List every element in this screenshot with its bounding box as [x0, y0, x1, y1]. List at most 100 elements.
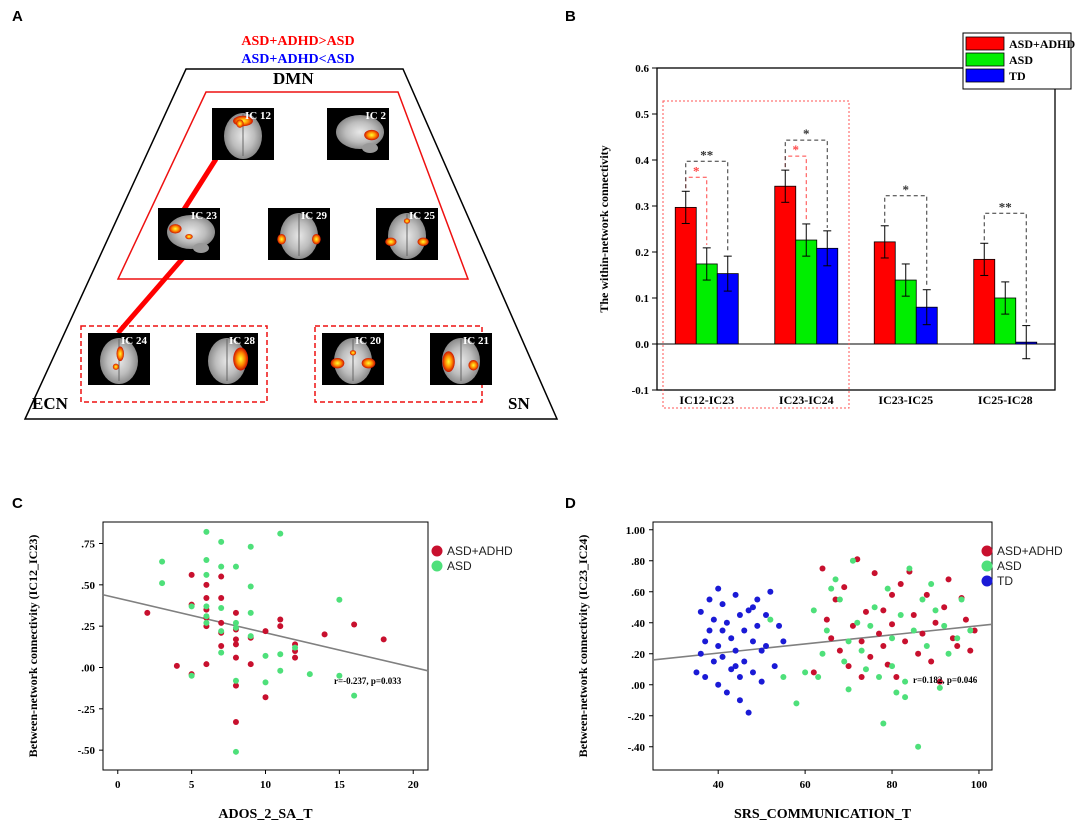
- point-asd-adhd: [941, 604, 948, 611]
- point-asd-adhd: [954, 643, 961, 649]
- y-tick-label: .25: [81, 621, 95, 633]
- significance-line: [784, 155, 807, 221]
- point-asd: [876, 674, 882, 680]
- brain-tile-ic24: IC 24: [88, 333, 150, 385]
- panel-letter-a: A: [12, 8, 23, 25]
- correlation-stat: r=0.182, p=0.046: [913, 675, 978, 685]
- point-asd: [292, 644, 299, 651]
- point-td: [706, 627, 713, 634]
- significance-bracket: *: [884, 182, 928, 287]
- legend-label: ASD+ADHD: [447, 544, 513, 558]
- point-td: [697, 608, 704, 615]
- point-asd: [203, 557, 210, 564]
- activation-blob: [468, 360, 479, 371]
- brain-tile-ic23: IC 23: [158, 208, 220, 260]
- x-tick-label: 20: [408, 779, 420, 791]
- regression-line: [652, 623, 993, 661]
- y-tick-label: -.50: [78, 745, 96, 757]
- contrast-down-label: ASD+ADHD<ASD: [241, 52, 354, 67]
- scatter-chart-ados: 0 5 10 15 20 .75 .50 .25 .00 -.25 -.50 ADOS_2_SA_T B…: [26, 521, 513, 821]
- point-td: [693, 669, 700, 676]
- point-asd-adhd: [876, 630, 882, 637]
- point-asd-adhd: [232, 654, 239, 661]
- point-asd: [218, 563, 225, 570]
- activation-blob: [361, 357, 376, 369]
- legend-marker: [981, 560, 993, 572]
- x-category-label: IC23-IC25: [878, 393, 933, 407]
- activation-blob: [169, 224, 182, 234]
- point-asd-adhd: [232, 682, 239, 689]
- point-asd: [841, 658, 848, 665]
- point-td: [728, 635, 735, 642]
- point-asd-adhd: [902, 638, 909, 645]
- point-asd-adhd: [880, 643, 887, 649]
- activation-blob: [185, 234, 193, 240]
- point-asd-adhd: [173, 662, 180, 669]
- component-label: IC 25: [409, 210, 435, 222]
- bar-chart-within-network: -0.1 0.0 0.1 0.2 0.3 0.4 0.5 0.6 The within-netw…: [597, 32, 1076, 409]
- brain-tile-ic12: IC 12: [212, 108, 274, 160]
- point-asd: [836, 596, 843, 603]
- point-td: [715, 585, 722, 592]
- contrast-up-label: ASD+ADHD>ASD: [241, 34, 354, 49]
- point-asd-adhd: [232, 636, 239, 643]
- point-asd-adhd: [823, 616, 830, 623]
- point-asd: [941, 622, 948, 629]
- point-td: [732, 591, 739, 598]
- point-asd: [247, 633, 254, 640]
- point-td: [715, 681, 722, 688]
- point-asd-adhd: [858, 638, 865, 645]
- point-asd: [823, 627, 830, 634]
- activation-blob: [385, 237, 397, 246]
- point-asd-adhd: [897, 581, 904, 587]
- point-td: [728, 666, 735, 673]
- y-tick-label: 1.00: [626, 525, 646, 537]
- point-asd: [958, 596, 965, 603]
- point-asd: [845, 638, 852, 645]
- significance-stars: *: [693, 163, 700, 178]
- connection-ic23-ic24: [116, 256, 185, 335]
- error-bar: [802, 223, 811, 257]
- significance-bracket: *: [685, 163, 708, 245]
- x-tick-label: 10: [260, 779, 272, 791]
- panel-letter-b: B: [565, 8, 576, 25]
- point-td: [749, 604, 756, 611]
- x-axis-title: SRS_COMMUNICATION_T: [734, 807, 912, 821]
- x-category-label: IC23-IC24: [779, 393, 834, 407]
- point-asd-adhd: [144, 609, 151, 616]
- point-td: [771, 663, 778, 670]
- panel-letter-c: C: [12, 495, 23, 512]
- y-tick-label: 0.4: [635, 155, 649, 167]
- activation-blob: [233, 347, 249, 371]
- point-td: [741, 658, 748, 665]
- y-tick-label: .00: [631, 680, 645, 692]
- point-asd: [218, 538, 225, 545]
- point-asd-adhd: [262, 628, 269, 635]
- point-asd: [928, 581, 935, 587]
- significance-line: [784, 139, 828, 228]
- point-asd-adhd: [203, 581, 210, 588]
- point-td: [736, 674, 743, 680]
- x-tick-label: 5: [189, 779, 195, 791]
- y-tick-label: .40: [631, 618, 645, 630]
- point-asd-adhd: [218, 573, 225, 580]
- point-asd-adhd: [836, 647, 843, 654]
- component-label: IC 29: [301, 210, 327, 222]
- y-tick-label: 0.0: [635, 339, 649, 351]
- point-td: [706, 596, 713, 603]
- point-asd-adhd: [380, 636, 387, 643]
- activation-blob: [403, 218, 411, 224]
- point-asd: [915, 743, 922, 750]
- point-asd-adhd: [218, 619, 225, 626]
- point-asd: [159, 580, 166, 587]
- point-asd: [884, 585, 891, 592]
- point-td: [719, 601, 726, 608]
- point-asd: [832, 576, 839, 583]
- point-asd-adhd: [962, 616, 969, 623]
- y-tick-label: -.25: [78, 704, 96, 716]
- point-asd: [893, 689, 900, 696]
- point-asd-adhd: [910, 612, 917, 618]
- point-asd-adhd: [218, 595, 225, 602]
